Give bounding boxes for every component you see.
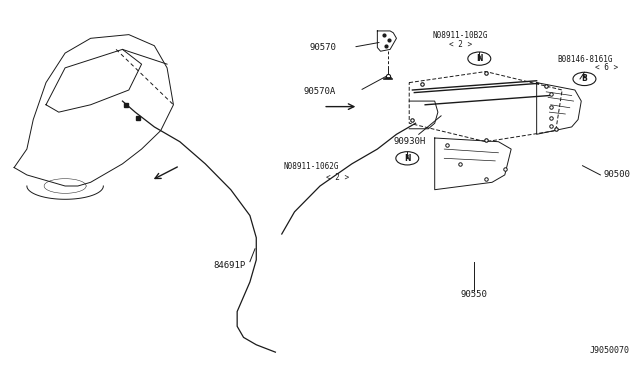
Text: 90570A: 90570A (304, 87, 336, 96)
Text: < 6 >: < 6 > (595, 63, 618, 72)
Text: N08911-10B2G: N08911-10B2G (433, 31, 488, 40)
Text: 90500: 90500 (604, 170, 630, 179)
Text: N08911-1062G: N08911-1062G (284, 162, 339, 171)
Text: 90570: 90570 (309, 43, 336, 52)
Text: N: N (476, 54, 483, 63)
Text: 90550: 90550 (461, 291, 488, 299)
Text: < 2 >: < 2 > (326, 173, 349, 182)
Text: J9050070: J9050070 (589, 346, 629, 355)
Text: N: N (404, 154, 410, 163)
Text: B: B (582, 74, 588, 83)
Text: 84691P: 84691P (213, 261, 246, 270)
Text: 90930H: 90930H (394, 137, 426, 146)
Text: B08146-8161G: B08146-8161G (557, 55, 613, 64)
Text: < 2 >: < 2 > (449, 40, 472, 49)
